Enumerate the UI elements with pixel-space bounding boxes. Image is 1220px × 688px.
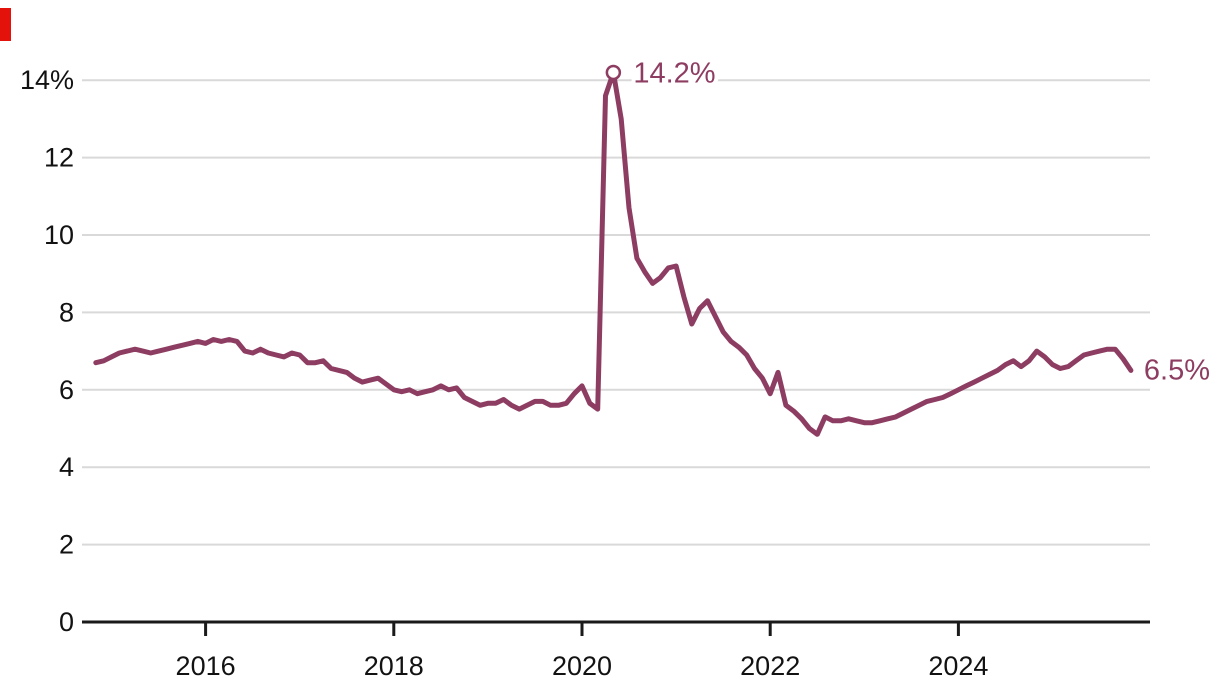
y-tick-label: 12 (44, 143, 74, 173)
y-axis-labels: 0 2 4 6 8 10 12 14% (20, 65, 74, 637)
y-tick-label: 6 (59, 375, 74, 405)
trend-line (93, 70, 1134, 437)
latest-value-annotation: 6.5% (1144, 354, 1210, 386)
y-tick-label: 10 (44, 220, 74, 250)
gridlines (82, 79, 1150, 624)
x-tick-label: 2024 (928, 651, 988, 681)
peak-marker-open-circle-icon (605, 64, 622, 81)
peak-value-annotation: 14.2% (633, 57, 715, 89)
y-tick-label: 14% (20, 65, 74, 95)
x-tick-label: 2018 (364, 651, 424, 681)
x-axis: 2016 2018 2020 2022 2024 (176, 622, 988, 681)
y-tick-label: 8 (59, 297, 74, 327)
y-tick-label: 0 (59, 607, 74, 637)
x-tick-label: 2020 (552, 651, 612, 681)
x-tick-label: 2022 (740, 651, 800, 681)
y-tick-label: 4 (59, 452, 74, 482)
x-tick-label: 2016 (176, 651, 236, 681)
y-tick-label: 2 (59, 530, 74, 560)
brand-tab (0, 8, 11, 41)
